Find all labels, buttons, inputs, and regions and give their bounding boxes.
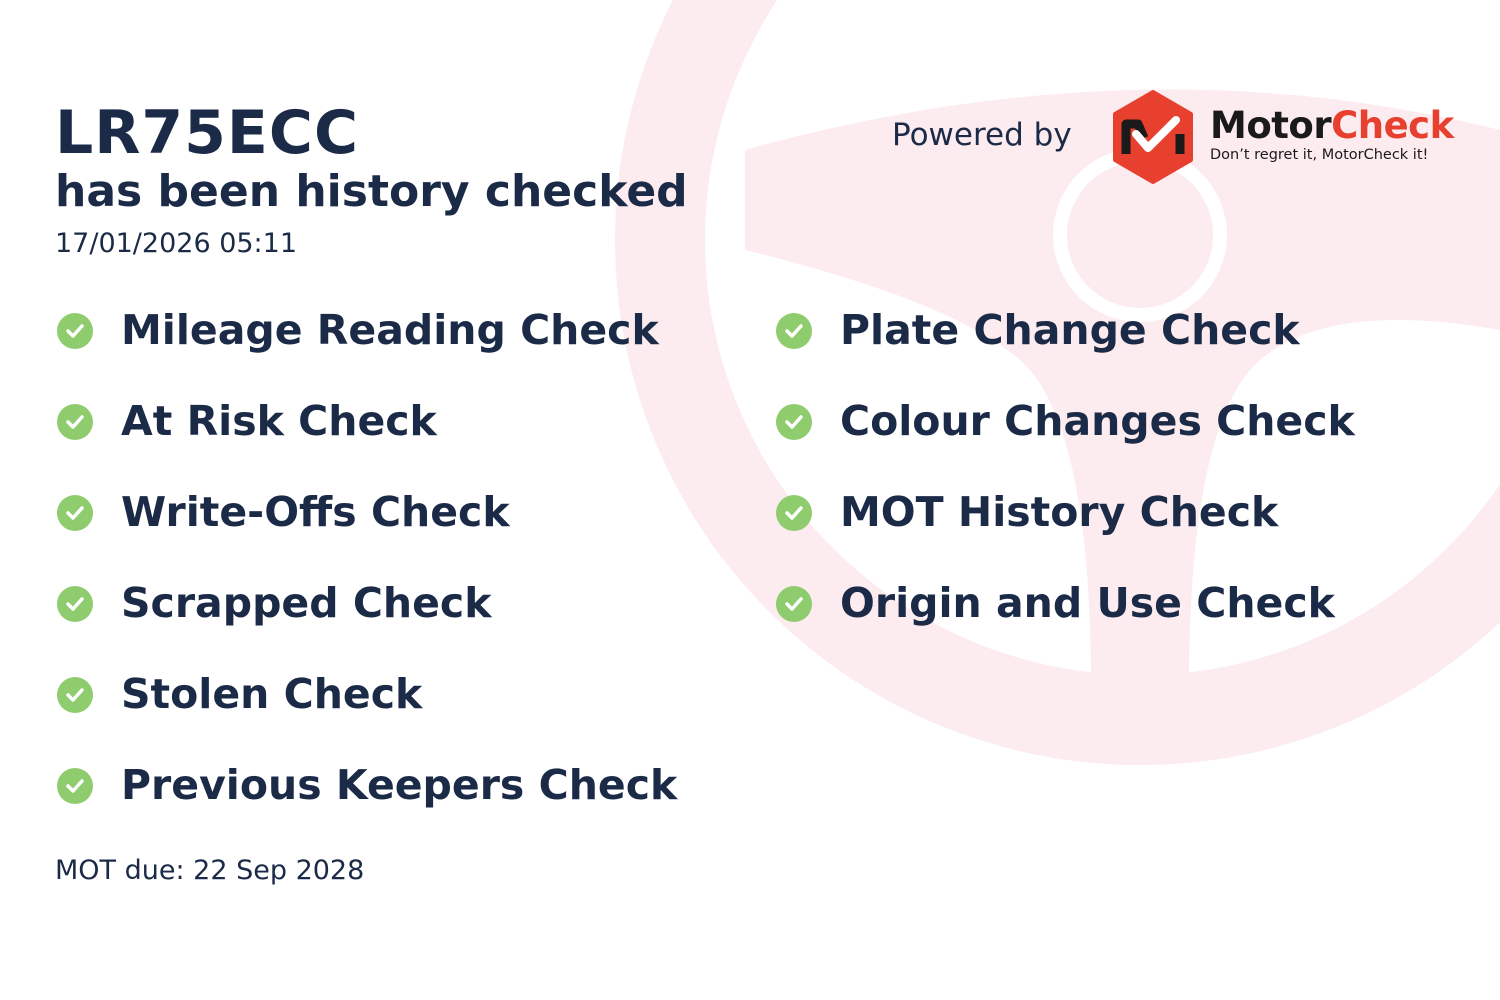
check-circle-icon — [57, 404, 93, 440]
checks-list-right: Plate Change Check Colour Changes Check MO… — [776, 306, 1355, 670]
check-label: Plate Change Check — [840, 306, 1300, 354]
brand-tagline: Don’t regret it, MotorCheck it! — [1210, 147, 1429, 163]
check-label: Origin and Use Check — [840, 579, 1335, 627]
check-label: Scrapped Check — [121, 579, 492, 627]
brand-name: MotorCheck — [1210, 104, 1454, 147]
check-item: Plate Change Check — [776, 306, 1355, 397]
check-label: Write-Offs Check — [121, 488, 510, 536]
vehicle-plate: LR75ECC — [55, 98, 359, 168]
check-circle-icon — [57, 313, 93, 349]
check-item: Stolen Check — [57, 670, 677, 761]
check-label: MOT History Check — [840, 488, 1279, 536]
check-item: Write-Offs Check — [57, 488, 677, 579]
check-label: Previous Keepers Check — [121, 761, 678, 809]
mot-due: MOT due: 22 Sep 2028 — [55, 855, 365, 886]
check-circle-icon — [57, 586, 93, 622]
check-item: At Risk Check — [57, 397, 677, 488]
check-circle-icon — [57, 768, 93, 804]
check-circle-icon — [776, 313, 812, 349]
check-item: Colour Changes Check — [776, 397, 1355, 488]
check-item: MOT History Check — [776, 488, 1355, 579]
check-circle-icon — [57, 495, 93, 531]
check-label: Stolen Check — [121, 670, 423, 718]
powered-by-label: Powered by — [892, 117, 1072, 153]
page-subtitle: has been history checked — [55, 166, 688, 217]
check-circle-icon — [57, 677, 93, 713]
check-item: Previous Keepers Check — [57, 761, 677, 852]
check-item: Scrapped Check — [57, 579, 677, 670]
motorcheck-logo-icon — [1113, 90, 1193, 184]
check-datetime: 17/01/2026 05:11 — [55, 228, 298, 259]
check-label: Mileage Reading Check — [121, 306, 659, 354]
check-item: Origin and Use Check — [776, 579, 1355, 670]
check-circle-icon — [776, 586, 812, 622]
check-circle-icon — [776, 495, 812, 531]
check-item: Mileage Reading Check — [57, 306, 677, 397]
checks-list-left: Mileage Reading Check At Risk Check Write-… — [57, 306, 677, 852]
check-circle-icon — [776, 404, 812, 440]
check-label: At Risk Check — [121, 397, 437, 445]
check-label: Colour Changes Check — [840, 397, 1355, 445]
